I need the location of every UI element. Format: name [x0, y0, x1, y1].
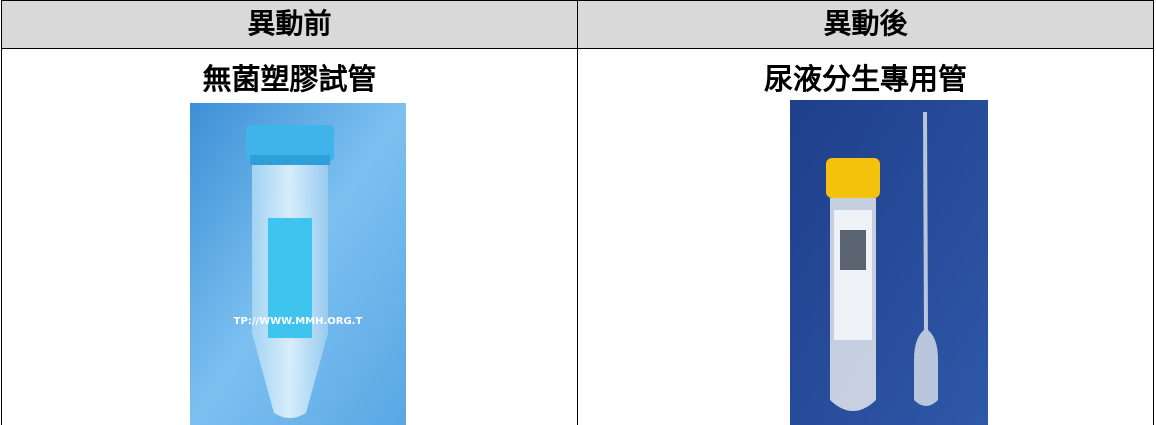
- header-after: 異動後: [578, 1, 1153, 48]
- watermark: TP://WWW.MMH.ORG.T: [234, 316, 363, 327]
- border-right: [1153, 0, 1154, 425]
- border-mid: [577, 0, 578, 425]
- border-left: [1, 0, 2, 425]
- item-before: 無菌塑膠試管: [202, 62, 377, 96]
- item-after: 尿液分生專用管: [763, 62, 967, 96]
- header-before: 異動前: [2, 1, 577, 48]
- photo-urine-tube: [790, 100, 988, 425]
- photo-sterile-tube: TP://WWW.MMH.ORG.T: [190, 103, 406, 425]
